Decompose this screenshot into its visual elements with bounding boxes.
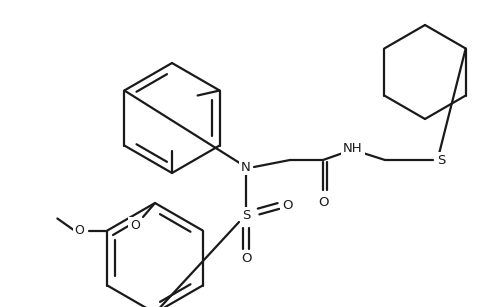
Text: O: O [130, 219, 140, 231]
Text: S: S [242, 208, 250, 221]
Text: O: O [318, 196, 328, 208]
Text: O: O [74, 224, 84, 237]
Text: NH: NH [343, 142, 363, 154]
Text: O: O [241, 252, 251, 266]
Text: N: N [241, 161, 251, 173]
Text: O: O [282, 199, 292, 212]
Text: S: S [437, 154, 445, 166]
